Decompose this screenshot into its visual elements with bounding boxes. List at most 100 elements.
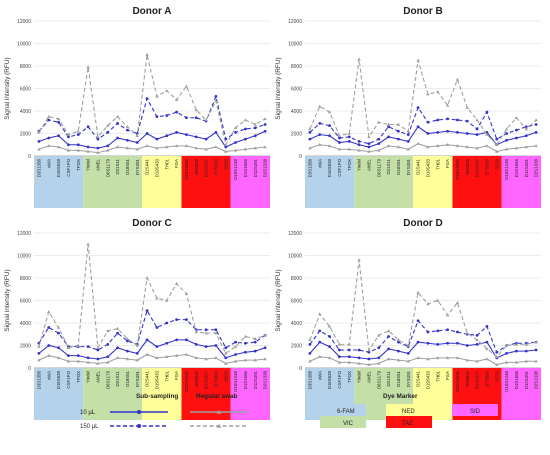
series-point: [86, 145, 90, 149]
series-point: [174, 97, 179, 101]
locus-label: TH01: [435, 158, 440, 169]
locus-label: D1S1656: [243, 158, 248, 177]
series-point: [436, 90, 440, 94]
series-point: [165, 134, 169, 138]
series-point: [327, 144, 332, 148]
series-point: [534, 144, 538, 148]
series-point: [436, 329, 440, 333]
series-point: [504, 127, 509, 131]
locus-label: D18S51: [396, 158, 401, 174]
series-point: [377, 346, 381, 350]
dye-band-sid: [230, 156, 270, 208]
locus-label: vWA: [317, 159, 322, 168]
locus-label: AMEL: [95, 370, 100, 383]
series-point: [224, 356, 228, 360]
locus-label: D8S1179: [105, 158, 110, 177]
locus-label: AMEL: [366, 370, 371, 383]
series-point: [504, 360, 509, 364]
series-line: [38, 244, 266, 355]
series-point: [66, 345, 71, 349]
y-tick-label: 4000: [291, 321, 302, 327]
series-point: [485, 324, 489, 328]
series-point: [524, 342, 528, 346]
series-point: [214, 130, 218, 134]
series-point: [396, 358, 401, 362]
series-point: [465, 105, 469, 109]
locus-label: D8S1179: [376, 158, 381, 177]
series-point: [377, 148, 381, 152]
y-tick-label: 10000: [17, 253, 31, 259]
series-point: [253, 122, 257, 126]
series-point: [86, 65, 90, 69]
series-point: [534, 118, 538, 122]
locus-label: DYS391: [406, 370, 411, 387]
series-point: [387, 347, 390, 351]
dye-swatch-sid: [452, 404, 498, 416]
y-tick-label: 4000: [20, 321, 31, 327]
line-legend: Sub-sampling Regular swab 10 µL 150 µL: [80, 393, 248, 430]
series-point: [204, 331, 208, 335]
series-point: [47, 309, 51, 313]
series-point: [174, 281, 179, 285]
series-point: [184, 352, 189, 356]
series-point: [475, 333, 479, 337]
locus-label: D22S1045: [455, 158, 460, 179]
series-point: [367, 142, 371, 146]
locus-label: vWA: [46, 159, 51, 168]
series-point: [416, 141, 420, 145]
locus-label: SE33: [494, 370, 499, 381]
y-tick-label: 2000: [20, 343, 31, 349]
series-point: [416, 290, 420, 294]
series-point: [445, 356, 450, 360]
series-point: [115, 114, 120, 118]
series-point: [233, 344, 238, 348]
locus-label: FGA: [174, 371, 179, 380]
series-point: [514, 115, 519, 119]
series-point: [495, 362, 499, 366]
panel-title: Donor A: [132, 6, 171, 17]
series-point: [106, 329, 110, 333]
series-point: [175, 318, 178, 322]
series-point: [126, 138, 129, 142]
series-point: [534, 123, 538, 126]
series-point: [115, 356, 120, 360]
series-point: [514, 146, 519, 150]
locus-label: TH01: [435, 370, 440, 381]
locus-label: D1S1656: [243, 370, 248, 389]
series-point: [308, 359, 312, 363]
series-point: [165, 341, 169, 345]
series-point: [347, 355, 351, 359]
legend-10ul-label: 10 µL: [80, 410, 96, 416]
series-point: [135, 141, 139, 144]
series-point: [524, 145, 528, 149]
series-point: [455, 144, 460, 148]
locus-label: D12S391: [524, 370, 529, 389]
series-point: [446, 328, 449, 332]
y-tick-label: 6000: [20, 86, 31, 92]
series-point: [175, 130, 178, 134]
series-point: [243, 358, 248, 362]
series-point: [318, 312, 322, 316]
locus-label: vWA: [46, 371, 51, 380]
series-point: [328, 335, 331, 338]
series-point: [155, 345, 159, 349]
locus-label: Yindel: [357, 159, 362, 171]
series-point: [338, 136, 341, 140]
series-point: [224, 346, 228, 350]
locus-label: D18S51: [125, 158, 130, 174]
locus-label: D2S441: [145, 158, 150, 174]
series-point: [318, 142, 322, 146]
series-point: [475, 133, 479, 137]
series-point: [524, 134, 528, 138]
series-point: [76, 354, 80, 358]
series-point: [106, 342, 110, 346]
series-point: [244, 127, 247, 131]
series-point: [76, 129, 80, 133]
series-point: [155, 115, 159, 119]
series-point: [174, 353, 179, 357]
dye-marker-legend: Dye Marker 6-FAM VIC NED TAZ SID: [320, 393, 498, 428]
series-point: [37, 358, 41, 362]
series-point: [263, 357, 267, 361]
series-point: [204, 147, 208, 151]
